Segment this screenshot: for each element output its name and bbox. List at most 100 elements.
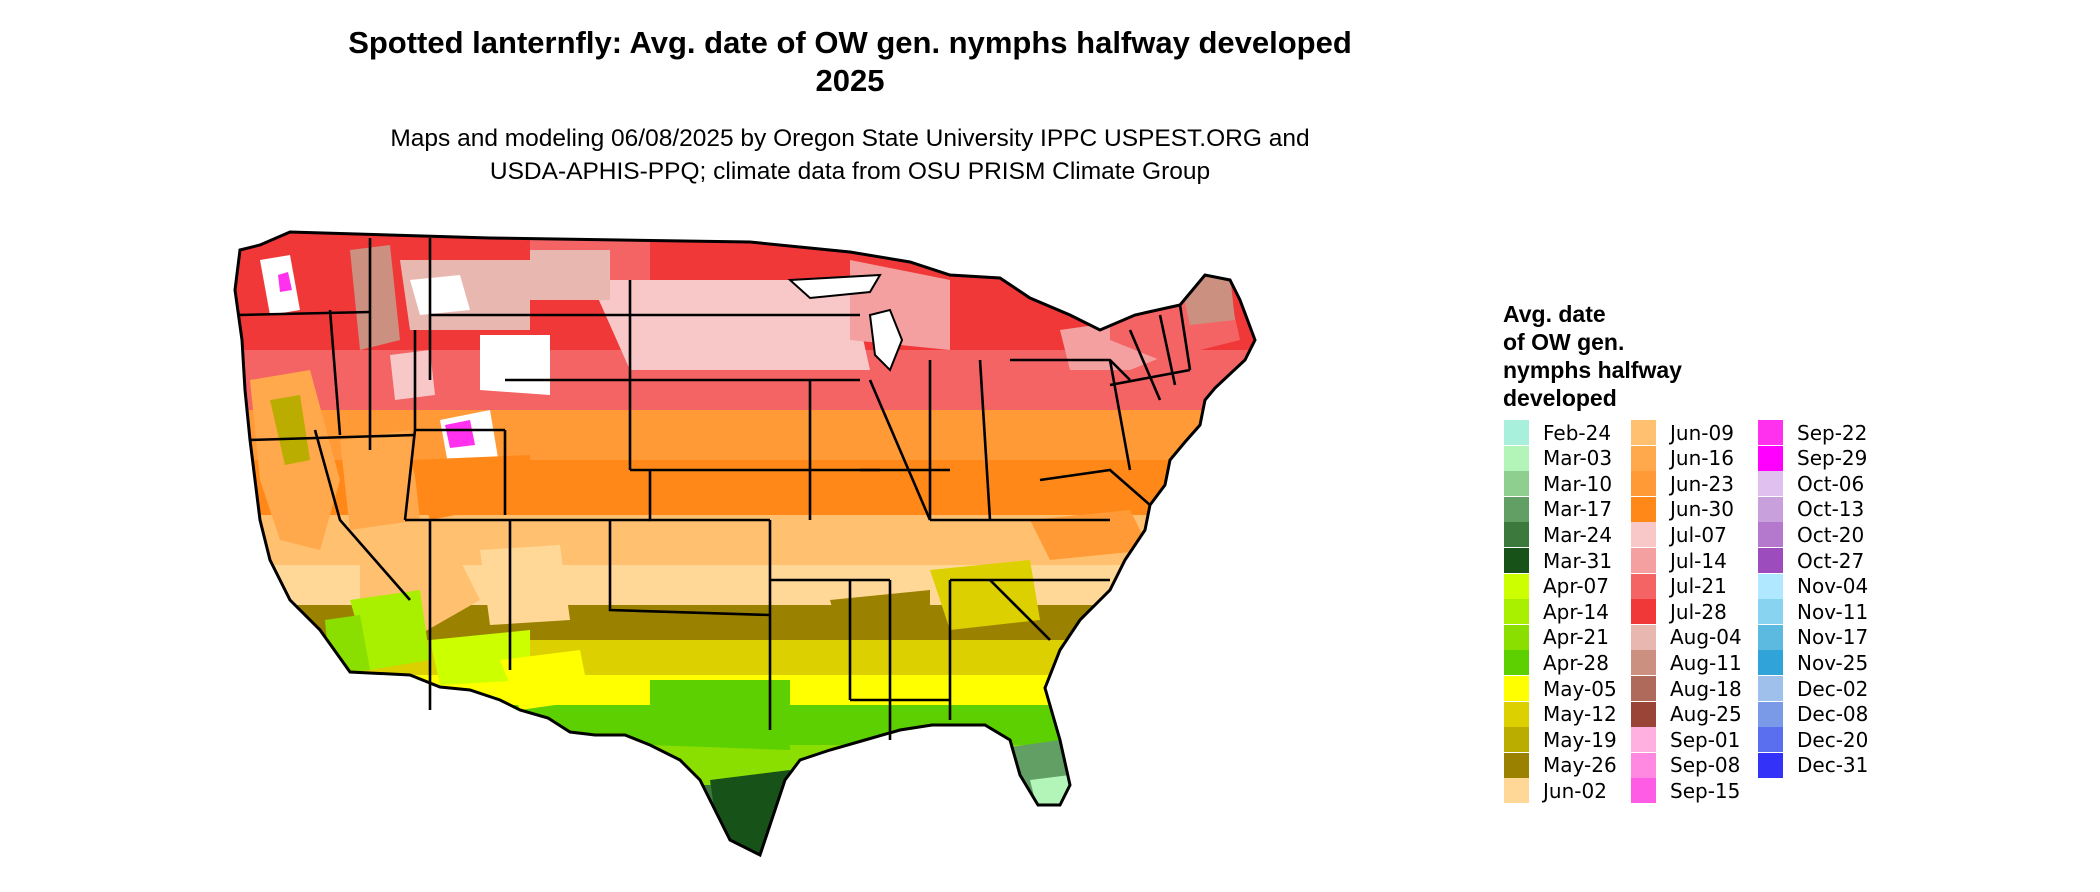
legend-swatch [1504,599,1529,625]
legend-label: Apr-21 [1543,625,1609,650]
legend-label: Jul-21 [1670,574,1727,599]
legend-label: Sep-29 [1797,446,1868,471]
legend-item: May-05 [1504,676,1617,701]
legend-swatch [1631,624,1656,650]
legend-swatch [1758,496,1783,522]
lake-superior [787,273,882,300]
legend-item: Nov-04 [1758,573,1868,599]
legend-item: Nov-17 [1758,624,1869,650]
legend-swatch [1631,573,1656,599]
legend-item: Oct-20 [1758,522,1865,548]
legend-item: Apr-07 [1504,573,1609,599]
legend-label: Dec-08 [1797,702,1869,727]
us-outline [233,230,1257,858]
legend-label: May-19 [1543,727,1617,752]
legend-title-line-1: Avg. date [1503,301,1606,327]
legend-swatch [1758,471,1783,497]
legend-label: Nov-17 [1797,625,1869,650]
legend-swatch [1504,650,1529,676]
legend-swatch [1631,701,1656,727]
legend-swatch [1758,522,1783,548]
legend-label: Oct-20 [1797,522,1865,547]
legend-item: Nov-25 [1758,650,1869,676]
legend-swatch [1631,548,1656,573]
legend-swatch [1504,727,1529,753]
legend-swatch [1631,445,1656,471]
legend-item: Sep-01 [1631,727,1741,753]
legend-label: Sep-01 [1670,727,1741,752]
legend-swatch [1758,548,1783,573]
legend-label: Dec-31 [1797,753,1869,778]
legend-title-line-3: nymphs halfway [1503,357,1682,383]
state-boundaries [237,238,1192,740]
legend-swatch [1758,650,1783,676]
legend-item: Mar-24 [1504,522,1613,548]
legend-label: Oct-27 [1797,548,1865,573]
legend-label: Jul-14 [1670,548,1727,573]
legend-item: Mar-10 [1504,471,1613,497]
legend-item: Sep-22 [1758,420,1867,445]
legend-item: Mar-03 [1504,445,1613,471]
legend-swatch [1631,522,1656,548]
legend-item: Oct-06 [1758,471,1865,497]
legend-swatch [1631,676,1656,701]
legend-swatch [1504,778,1529,804]
legend-item: Dec-02 [1758,676,1868,701]
legend-label: Dec-20 [1797,727,1869,752]
legend-item: Sep-15 [1631,778,1741,804]
legend-swatch [1758,599,1783,625]
legend-swatch [1631,496,1656,522]
legend-item: Mar-17 [1504,496,1612,522]
legend-label: Aug-18 [1670,676,1742,701]
legend-label: Jun-16 [1670,446,1734,471]
map-subtitle-line-2: USDA-APHIS-PPQ; climate data from OSU PR… [489,158,1211,185]
legend-swatch [1631,599,1656,625]
legend-swatch [1504,573,1529,599]
legend-label: Mar-03 [1543,446,1613,471]
legend-item: Dec-31 [1758,752,1869,778]
legend-item: Oct-27 [1758,548,1864,573]
legend-label: Sep-15 [1670,778,1741,803]
legend-label: Sep-08 [1670,753,1741,778]
legend-swatch [1758,420,1783,445]
legend-label: Aug-25 [1670,702,1742,727]
legend-swatch [1631,420,1656,445]
legend-item: Jun-23 [1631,471,1734,497]
legend-label: Nov-25 [1797,650,1869,675]
legend-label: Aug-04 [1670,625,1742,650]
us-phenology-map [233,230,1257,858]
legend-item: Aug-04 [1631,624,1742,650]
legend-item: May-26 [1504,752,1617,778]
legend-label: Jun-09 [1670,420,1734,445]
legend-item: Mar-31 [1504,548,1612,573]
legend-swatch [1504,522,1529,548]
legend-label: May-12 [1543,702,1617,727]
legend-label: Mar-10 [1543,471,1613,496]
legend-swatch [1758,573,1783,599]
legend-label: Jun-23 [1670,471,1734,496]
legend-item: Aug-25 [1631,701,1742,727]
legend-label: Oct-06 [1797,471,1865,496]
map-title-line-2: 2025 [815,63,885,98]
map-title: Spotted lanternfly: Avg. date of OW gen.… [0,24,1700,100]
legend-label: Aug-11 [1670,650,1742,675]
legend-title-line-2: of OW gen. [1503,329,1625,355]
legend-item: Jun-02 [1504,778,1607,804]
legend-swatch [1504,420,1529,445]
legend-item: Apr-14 [1504,599,1609,625]
legend-label: Mar-31 [1543,548,1613,573]
legend-title: Avg. date of OW gen. nymphs halfway deve… [1503,300,1682,412]
legend-swatch [1504,676,1529,701]
legend-label: Mar-24 [1543,522,1613,547]
legend-swatch [1504,752,1529,778]
legend-title-line-4: developed [1503,385,1617,411]
legend-item: Sep-08 [1631,752,1741,778]
legend-item: Jul-21 [1631,573,1727,599]
legend-label: Sep-22 [1797,420,1868,445]
legend-swatch [1504,548,1529,573]
legend-label: Jul-28 [1670,599,1727,624]
legend-item: Oct-13 [1758,496,1864,522]
legend-item: Jun-09 [1631,420,1734,445]
legend-item: Sep-29 [1758,445,1868,471]
legend-swatch [1631,471,1656,497]
